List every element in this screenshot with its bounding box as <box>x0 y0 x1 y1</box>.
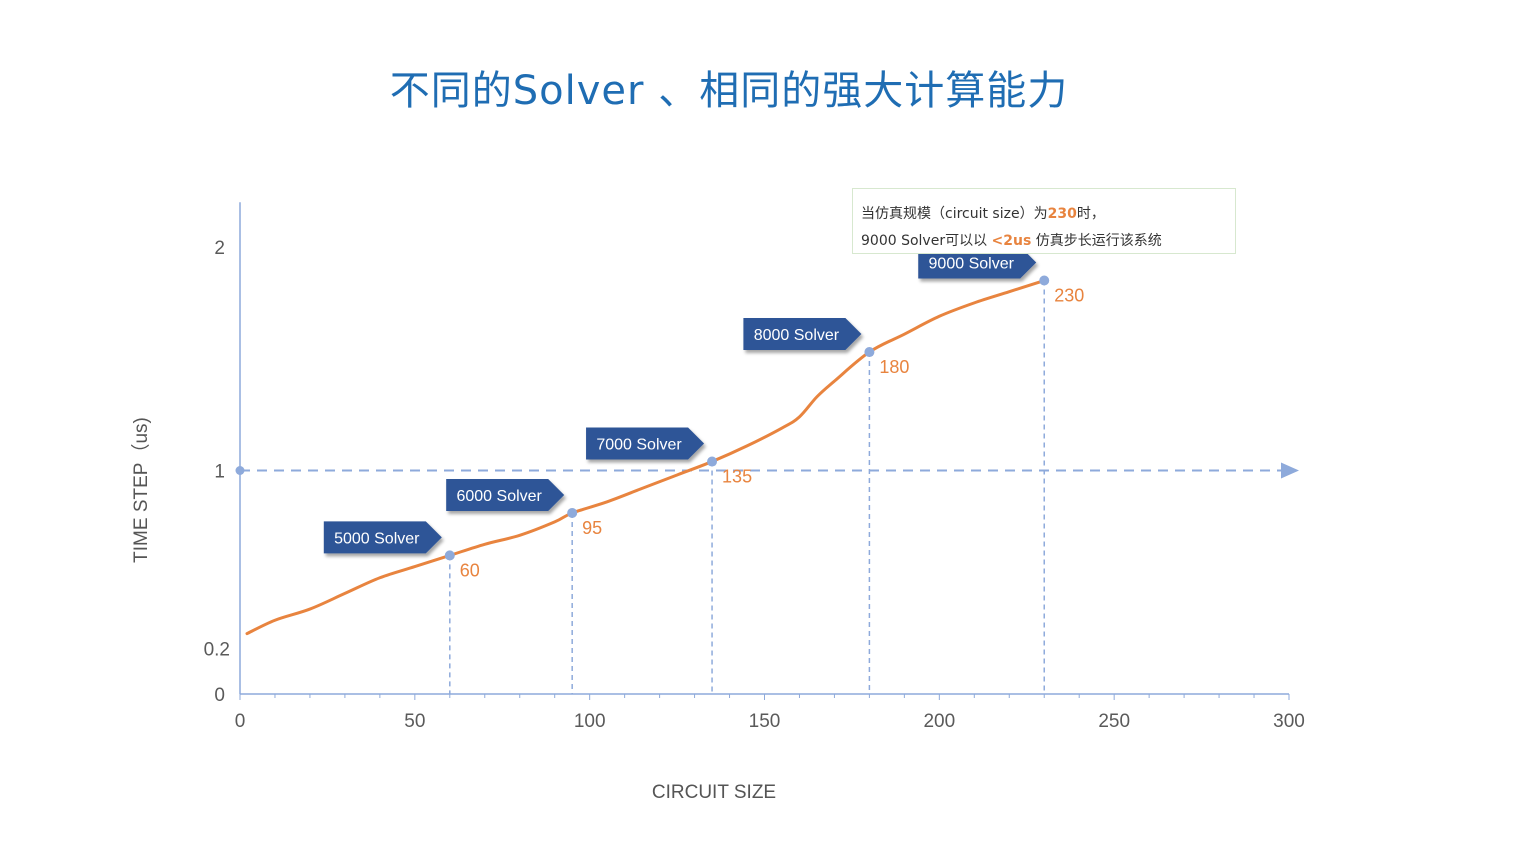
curve-layer <box>245 279 1046 636</box>
solver-tag <box>918 246 1037 279</box>
solver-tag <box>743 318 862 351</box>
callout-line-2-highlight: <2us <box>991 233 1032 249</box>
series-line <box>245 279 1046 636</box>
callout-line-1-prefix: 当仿真规模（circuit size）为 <box>861 206 1048 222</box>
x-axis-title: CIRCUIT SIZE <box>652 782 776 803</box>
y-tick-label: 1 <box>214 462 225 483</box>
callout-line-2-suffix: 仿真步长运行该系统 <box>1031 233 1162 249</box>
data-point <box>567 507 578 518</box>
solver-tag-label: 5000 Solver <box>334 530 420 547</box>
x-tick-label: 0 <box>235 711 246 732</box>
y-axis-title: TIME STEP（us) <box>130 417 152 563</box>
callout-line-2-prefix: 9000 Solver可以以 <box>861 233 992 249</box>
data-point-label: 230 <box>1054 286 1084 306</box>
data-point-label: 135 <box>722 467 752 487</box>
axes: 0 50 100 150 200 250 300 0 0.2 1 2 <box>204 202 1305 732</box>
y-tick-label: 0 <box>214 685 225 706</box>
data-point <box>707 456 718 467</box>
solver-tag-label: 9000 Solver <box>929 256 1015 273</box>
solver-tag-label: 7000 Solver <box>596 437 682 454</box>
data-point <box>1039 275 1050 286</box>
x-tick-label: 150 <box>749 711 781 732</box>
reference-line-origin-dot <box>235 466 245 475</box>
markers-layer: 5000 Solver 60 6000 Solver 95 7000 Solver 135… <box>323 246 1084 580</box>
x-tick-label: 100 <box>574 711 606 732</box>
guides <box>235 280 1299 694</box>
y-tick-label: 2 <box>214 238 225 259</box>
data-point-label: 60 <box>460 560 480 580</box>
callout-line-1-highlight: 230 <box>1047 206 1077 222</box>
x-tick-label: 50 <box>404 711 425 732</box>
data-point <box>444 550 455 561</box>
x-tick-label: 250 <box>1098 711 1130 732</box>
callout-line-1-suffix: 时， <box>1076 206 1105 222</box>
solver-tag <box>323 521 442 554</box>
x-tick-label: 300 <box>1273 711 1305 732</box>
x-tick-label: 200 <box>923 711 955 732</box>
annotation-callout: 当仿真规模（circuit size）为230时， 9000 Solver可以以… <box>852 188 1236 254</box>
page-title: 不同的Solver 、相同的强大计算能力 <box>389 68 1069 114</box>
data-point-label: 95 <box>582 518 602 538</box>
solver-tag-label: 8000 Solver <box>754 327 840 344</box>
data-point-label: 180 <box>879 357 909 377</box>
y-tick-label: 0.2 <box>204 639 230 660</box>
data-point <box>864 347 875 358</box>
callout-line-1: 当仿真规模（circuit size）为230时， <box>861 201 1235 228</box>
solver-tag-label: 6000 Solver <box>456 488 542 505</box>
solver-tag <box>446 478 565 511</box>
solver-tag <box>586 427 705 460</box>
callout-line-2: 9000 Solver可以以 <2us 仿真步长运行该系统 <box>861 228 1235 255</box>
